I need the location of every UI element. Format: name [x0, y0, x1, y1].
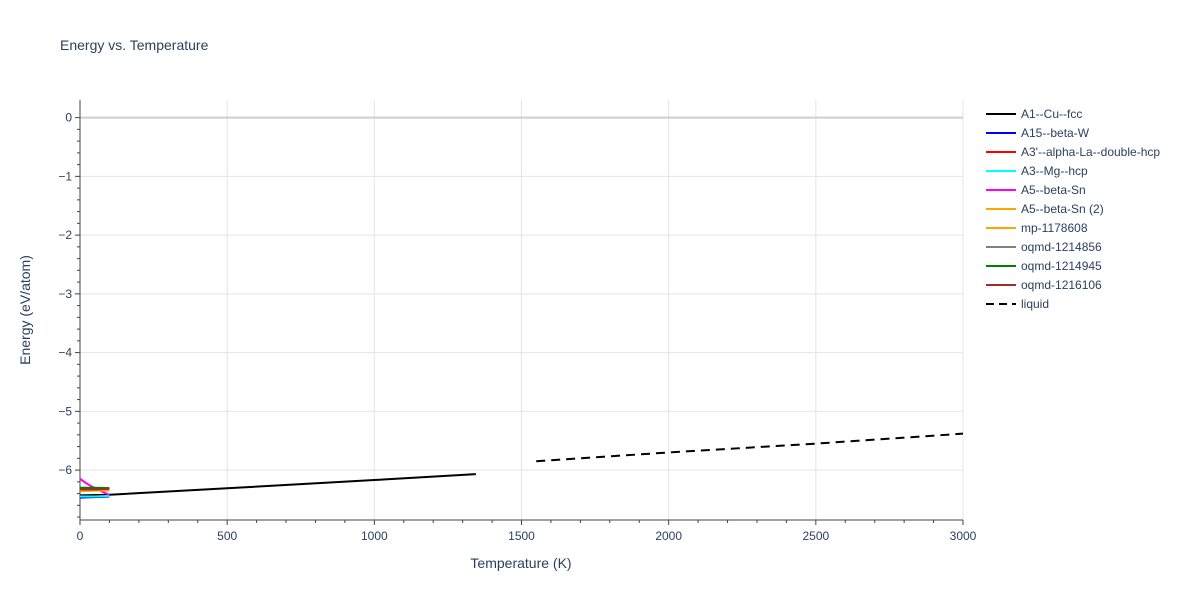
legend-label: mp-1178608: [1021, 221, 1088, 235]
legend-item[interactable]: A15--beta-W: [986, 126, 1090, 140]
legend-item[interactable]: liquid: [986, 297, 1049, 311]
legend-label: oqmd-1216106: [1021, 278, 1102, 292]
legend-label: A3--Mg--hcp: [1021, 164, 1088, 178]
legend-item[interactable]: A3'--alpha-La--double-hcp: [986, 145, 1160, 159]
x-tick-label: 2000: [655, 529, 682, 543]
legend-item[interactable]: A1--Cu--fcc: [986, 107, 1082, 121]
y-tick-label: −4: [58, 346, 72, 360]
y-tick-label: −6: [58, 463, 72, 477]
series-line-a1-cu-fcc: [79, 473, 476, 497]
x-tick-label: 500: [217, 529, 237, 543]
legend-label: oqmd-1214945: [1021, 259, 1102, 273]
legend-label: A3'--alpha-La--double-hcp: [1021, 145, 1160, 159]
tick-labels: 0 500 1000 1500 2000 2500 3000 0 −1 −2 −3 −4 −5 −6: [58, 111, 976, 543]
y-tick-label: −3: [58, 287, 72, 301]
legend-label: A15--beta-W: [1021, 126, 1090, 140]
legend-label: liquid: [1021, 297, 1049, 311]
x-tick-label: 2500: [802, 529, 829, 543]
axes: [75, 100, 964, 525]
y-tick-label: −1: [58, 169, 72, 183]
x-tick-label: 0: [77, 529, 84, 543]
chart-title: Energy vs. Temperature: [60, 37, 209, 53]
y-tick-label: −5: [58, 404, 72, 418]
legend-item[interactable]: A5--beta-Sn (2): [986, 202, 1104, 216]
y-tick-label: 0: [65, 111, 72, 125]
legend-item[interactable]: oqmd-1216106: [986, 278, 1102, 292]
series-line-oqmd-1216106: [80, 487, 110, 491]
legend-item[interactable]: oqmd-1214856: [986, 240, 1102, 254]
series-line-a3-mg-hcp: [80, 494, 110, 498]
legend-item[interactable]: oqmd-1214945: [986, 259, 1102, 273]
x-tick-label: 1000: [361, 529, 388, 543]
x-tick-label: 1500: [508, 529, 535, 543]
series-line-liquid: [536, 432, 964, 463]
series-lines: [79, 432, 964, 499]
x-tick-label: 3000: [950, 529, 977, 543]
legend-label: A1--Cu--fcc: [1021, 107, 1082, 121]
legend[interactable]: A1--Cu--fcc A15--beta-W A3'--alpha-La--dou…: [986, 107, 1160, 311]
legend-item[interactable]: mp-1178608: [986, 221, 1088, 235]
x-axis-title: Temperature (K): [470, 555, 571, 571]
y-axis-title: Energy (eV/atom): [17, 255, 33, 365]
legend-item[interactable]: A3--Mg--hcp: [986, 164, 1088, 178]
series-line-mp-1178608: [79, 489, 110, 493]
y-tick-label: −2: [58, 228, 72, 242]
grid-lines: [80, 100, 964, 520]
legend-label: A5--beta-Sn: [1021, 183, 1086, 197]
legend-label: oqmd-1214856: [1021, 240, 1102, 254]
legend-label: A5--beta-Sn (2): [1021, 202, 1104, 216]
legend-item[interactable]: A5--beta-Sn: [986, 183, 1086, 197]
